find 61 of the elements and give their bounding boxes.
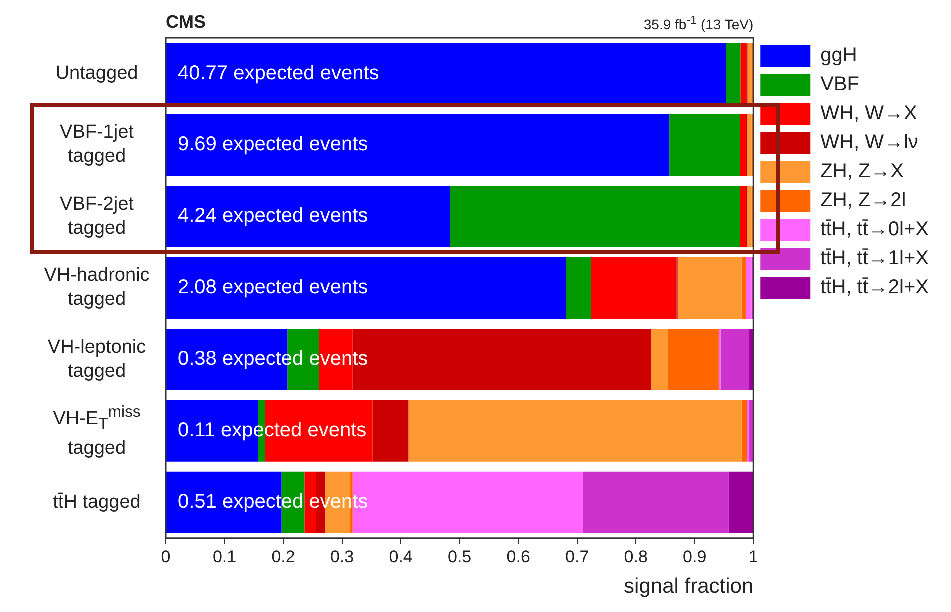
legend-label: tt̄H, tt̄→2l+X bbox=[820, 276, 930, 299]
bar bbox=[740, 114, 746, 176]
bar bbox=[450, 186, 740, 248]
bar bbox=[583, 472, 729, 534]
bar bbox=[740, 186, 746, 248]
bar bbox=[747, 400, 750, 462]
bar bbox=[166, 257, 566, 319]
legend-label: VBF bbox=[820, 74, 860, 96]
x-tick-label: 1 bbox=[748, 547, 758, 566]
legend-label: tt̄H, tt̄→1l+X bbox=[820, 248, 930, 270]
y-tick-label: VBF-2jet tagged bbox=[59, 192, 135, 241]
annotation: 4.24 expected events bbox=[178, 205, 368, 228]
legend-label: ggH bbox=[820, 44, 858, 67]
annotation: 40.77 expected events bbox=[178, 62, 380, 84]
y-tick-label: VH-hadronic tagged bbox=[43, 264, 151, 312]
bar bbox=[408, 400, 742, 462]
legend-label: WH, W→X bbox=[820, 102, 918, 125]
x-tick-label: 0.6 bbox=[506, 547, 530, 566]
legend-label: ZH, Z→X bbox=[820, 160, 904, 183]
bar bbox=[668, 328, 719, 390]
bar bbox=[670, 114, 740, 176]
annotation: 2.08 expected events bbox=[178, 276, 368, 299]
y-tick-label: tt̄H tagged bbox=[52, 490, 142, 515]
annotation: 9.69 expected events bbox=[178, 134, 368, 156]
bar bbox=[651, 328, 668, 390]
y-tick-label: Untagged bbox=[54, 62, 140, 86]
legend-label: tt̄H, tt̄→0l+X bbox=[820, 218, 930, 241]
legend-label: WH, W→lν bbox=[820, 132, 918, 154]
bar bbox=[720, 328, 750, 390]
chart-subtitle: 35.9 fb$^{-1}$ (13 TeV) bbox=[644, 14, 754, 33]
x-tick-label: 0.8 bbox=[624, 547, 648, 566]
x-tick-label: 0.3 bbox=[330, 547, 354, 566]
bar bbox=[372, 400, 409, 462]
bar bbox=[750, 400, 754, 462]
y-tick-label: VH-leptonic tagged bbox=[46, 336, 148, 384]
bar bbox=[748, 43, 752, 104]
legend-label: ZH, Z→2l bbox=[820, 190, 906, 212]
chart-title: CMS bbox=[166, 12, 206, 33]
annotation: 0.11 expected events bbox=[178, 420, 367, 442]
bar bbox=[747, 186, 752, 248]
bar bbox=[591, 257, 677, 319]
bar bbox=[678, 257, 742, 319]
x-tick-label: 0.4 bbox=[389, 547, 413, 566]
bar bbox=[566, 257, 592, 319]
x-tick-label: 0.1 bbox=[212, 547, 237, 566]
bar bbox=[166, 114, 670, 176]
bar bbox=[728, 472, 754, 534]
bar bbox=[726, 43, 741, 104]
x-axis-title: signal fraction bbox=[624, 575, 754, 598]
bar bbox=[166, 186, 450, 248]
x-tick-label: 0.7 bbox=[566, 547, 590, 566]
bar bbox=[746, 257, 752, 319]
x-tick-label: 0 bbox=[161, 547, 171, 566]
bar bbox=[742, 257, 746, 319]
bar bbox=[740, 43, 747, 104]
bar bbox=[747, 114, 752, 176]
x-tick-label: 0.2 bbox=[272, 547, 296, 566]
x-tick-label: 0.5 bbox=[448, 547, 472, 566]
bar bbox=[742, 400, 748, 462]
x-tick-label: 0.9 bbox=[683, 547, 707, 566]
y-tick-label: VBF-1jet tagged bbox=[59, 121, 135, 170]
